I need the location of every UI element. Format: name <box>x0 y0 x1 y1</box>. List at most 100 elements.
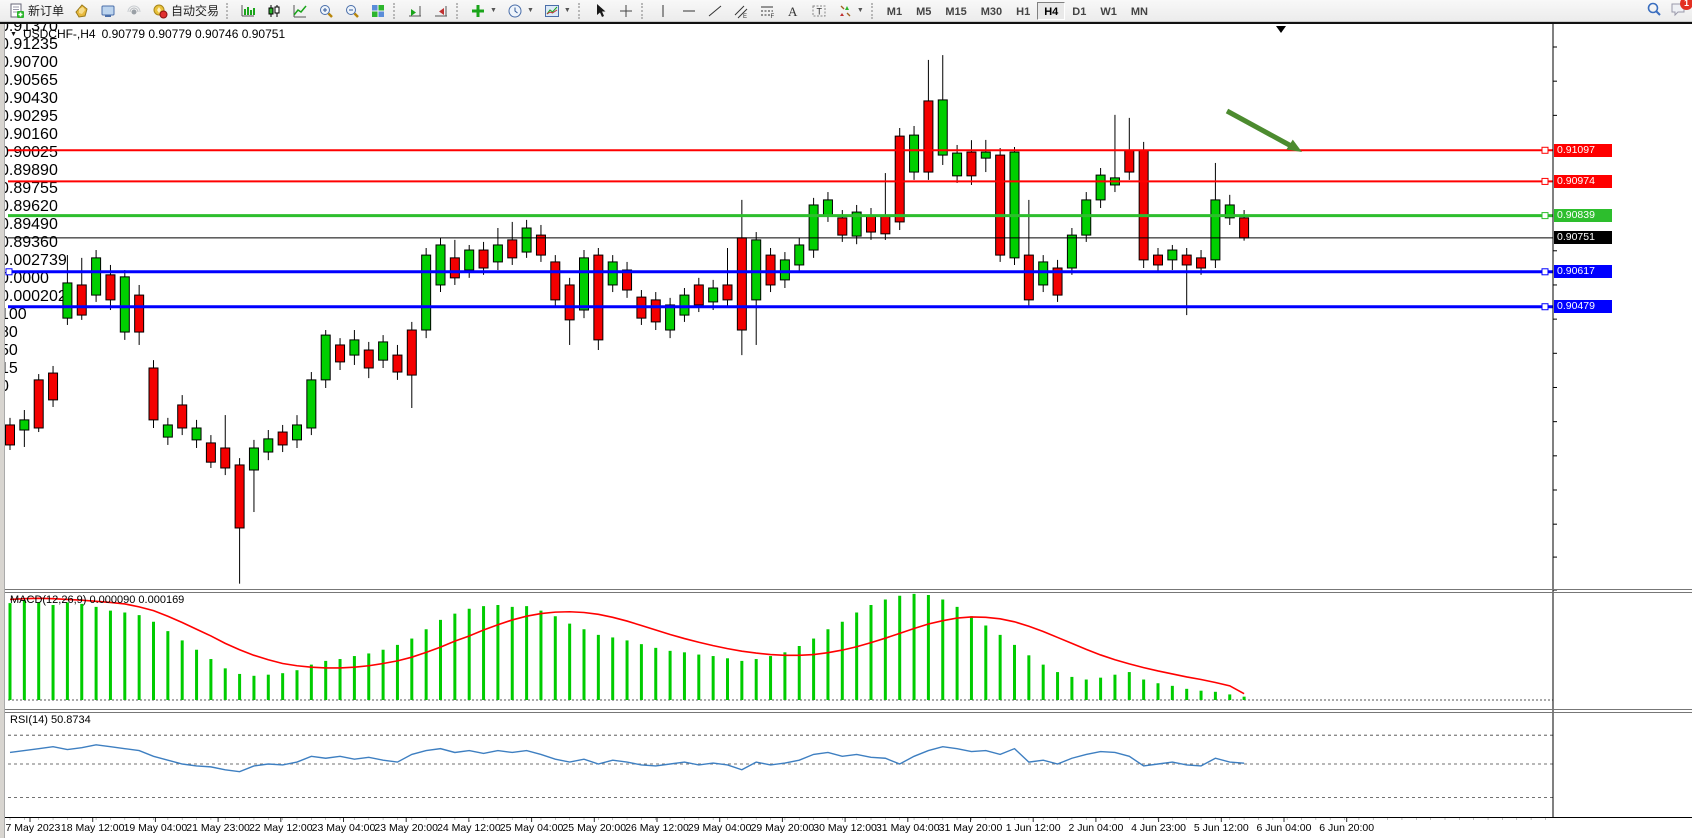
tf-d1-button[interactable]: D1 <box>1065 2 1093 20</box>
bear-candle-body <box>880 215 891 235</box>
tf-mn-button[interactable]: MN <box>1124 2 1155 20</box>
trendline-button[interactable] <box>702 1 728 21</box>
chat-button[interactable]: 1 <box>1670 0 1692 22</box>
bull-candle-body <box>980 151 991 159</box>
line-start-handle <box>5 268 13 276</box>
bear-candle-body <box>765 254 776 286</box>
candlestick-chart-button[interactable] <box>261 1 287 21</box>
ohlc-values: 0.90779 0.90779 0.90746 0.90751 <box>101 27 286 41</box>
trendline-icon <box>707 3 723 19</box>
arrows-icon <box>837 3 853 19</box>
tester-button[interactable] <box>95 1 121 21</box>
bull-candle-body <box>679 294 690 316</box>
bear-candle-body <box>650 299 661 323</box>
bear-candle-body <box>837 217 848 236</box>
text-label-button[interactable]: T <box>806 1 832 21</box>
bull-candle-body <box>579 257 589 311</box>
signals-button[interactable] <box>121 1 147 21</box>
autotrading-icon <box>152 3 168 19</box>
bear-candle-body <box>234 464 245 529</box>
horizontal-line-icon <box>681 3 697 19</box>
bear-candle-body <box>205 442 216 463</box>
bull-candle-body <box>1224 204 1235 219</box>
chart-shift-button[interactable] <box>428 1 454 21</box>
tf-m30-button[interactable]: M30 <box>974 2 1009 20</box>
tf-h4-button[interactable]: H4 <box>1037 1 1066 20</box>
bar-chart-button[interactable] <box>235 1 261 21</box>
search-button[interactable] <box>1646 1 1662 22</box>
dropdown-caret-icon[interactable]: ▼ <box>490 7 497 14</box>
tf-h1-button[interactable]: H1 <box>1009 2 1037 20</box>
tf-m15-button[interactable]: M15 <box>938 2 973 20</box>
dropdown-caret-icon[interactable]: ▼ <box>563 7 571 14</box>
templates-icon <box>544 3 560 19</box>
tf-m1-button[interactable]: M1 <box>880 2 909 20</box>
tf-w1-button[interactable]: W1 <box>1093 2 1124 20</box>
macd-values: 0.000090 0.000169 <box>89 594 185 606</box>
bear-candle-body <box>995 154 1006 256</box>
chart-shift-icon <box>433 3 449 19</box>
candlestick-icon <box>266 3 282 19</box>
line-end-handle <box>1541 303 1549 311</box>
cursor-button[interactable] <box>587 1 613 21</box>
horizontal-line-button[interactable] <box>676 1 702 21</box>
bear-candle-body <box>33 379 44 429</box>
indicators-button[interactable]: ▼ <box>465 1 502 21</box>
tf-m5-button[interactable]: M5 <box>909 2 938 20</box>
indicators-icon <box>470 3 486 19</box>
svg-text:F: F <box>770 14 774 19</box>
bull-candle-body <box>1038 261 1049 286</box>
svg-text:E: E <box>743 14 747 19</box>
dropdown-caret-icon[interactable]: ▼ <box>526 7 534 14</box>
equidistant-channel-button[interactable]: E <box>728 1 754 21</box>
bear-candle-body <box>5 424 15 446</box>
main-toolbar: 新订单 自动交易 ▼ ▼ ▼ E F A T ▼ M1 M5 M15 M30 H1 H4 D1 W1 MN 1 <box>0 0 1692 22</box>
tile-windows-button[interactable] <box>365 1 391 21</box>
bear-candle-body <box>392 354 403 373</box>
bull-candle-body <box>665 304 676 331</box>
chart-window-top-border <box>0 22 1692 24</box>
annotation-arrow <box>1225 108 1295 150</box>
bull-candle-body <box>162 424 173 438</box>
bear-candle-body <box>148 367 159 421</box>
channel-icon: E <box>733 3 749 19</box>
bear-candle-body <box>722 284 733 301</box>
text-button[interactable]: A <box>780 1 806 21</box>
bull-candle-body <box>19 419 30 431</box>
styler-icon <box>74 3 90 19</box>
toolbar-group: E F A T ▼ <box>650 0 869 22</box>
rsi-line <box>9 744 1245 773</box>
bull-candle-body <box>263 438 274 453</box>
auto-scroll-button[interactable] <box>402 1 428 21</box>
bear-candle-body <box>564 284 575 321</box>
bull-candle-body <box>62 282 73 319</box>
cursor-icon <box>592 3 608 19</box>
line-chart-button[interactable] <box>287 1 313 21</box>
styler-button[interactable] <box>69 1 95 21</box>
new-order-label: 新订单 <box>28 4 65 18</box>
toolbar-group-separator <box>393 2 398 19</box>
one-click-collapse-icon[interactable]: ▼ <box>10 30 17 38</box>
periods-icon <box>507 3 523 19</box>
bear-candle-body <box>736 237 747 331</box>
periods-button[interactable]: ▼ <box>502 1 539 21</box>
line-end-handle <box>1541 146 1549 154</box>
bull-candle-body <box>521 227 532 253</box>
dropdown-caret-icon[interactable]: ▼ <box>856 7 864 14</box>
templates-button[interactable]: ▼ <box>539 1 576 21</box>
rsi-value: 50.8734 <box>50 714 91 726</box>
bull-candle-body <box>191 427 202 441</box>
bull-candle-body <box>1009 151 1020 259</box>
chart-shift-marker-icon <box>1276 26 1286 33</box>
toolbar-group: M1 M5 M15 M30 H1 H4 D1 W1 MN <box>880 0 1155 22</box>
vertical-line-button[interactable] <box>650 1 676 21</box>
zoom-out-button[interactable] <box>339 1 365 21</box>
autotrading-button[interactable]: 自动交易 <box>147 1 224 21</box>
arrows-button[interactable]: ▼ <box>832 1 869 21</box>
new-order-button[interactable]: 新订单 <box>4 1 69 21</box>
fibonacci-button[interactable]: F <box>754 1 780 21</box>
zoom-in-button[interactable] <box>313 1 339 21</box>
crosshair-button[interactable] <box>613 1 639 21</box>
line-chart-icon <box>292 3 308 19</box>
